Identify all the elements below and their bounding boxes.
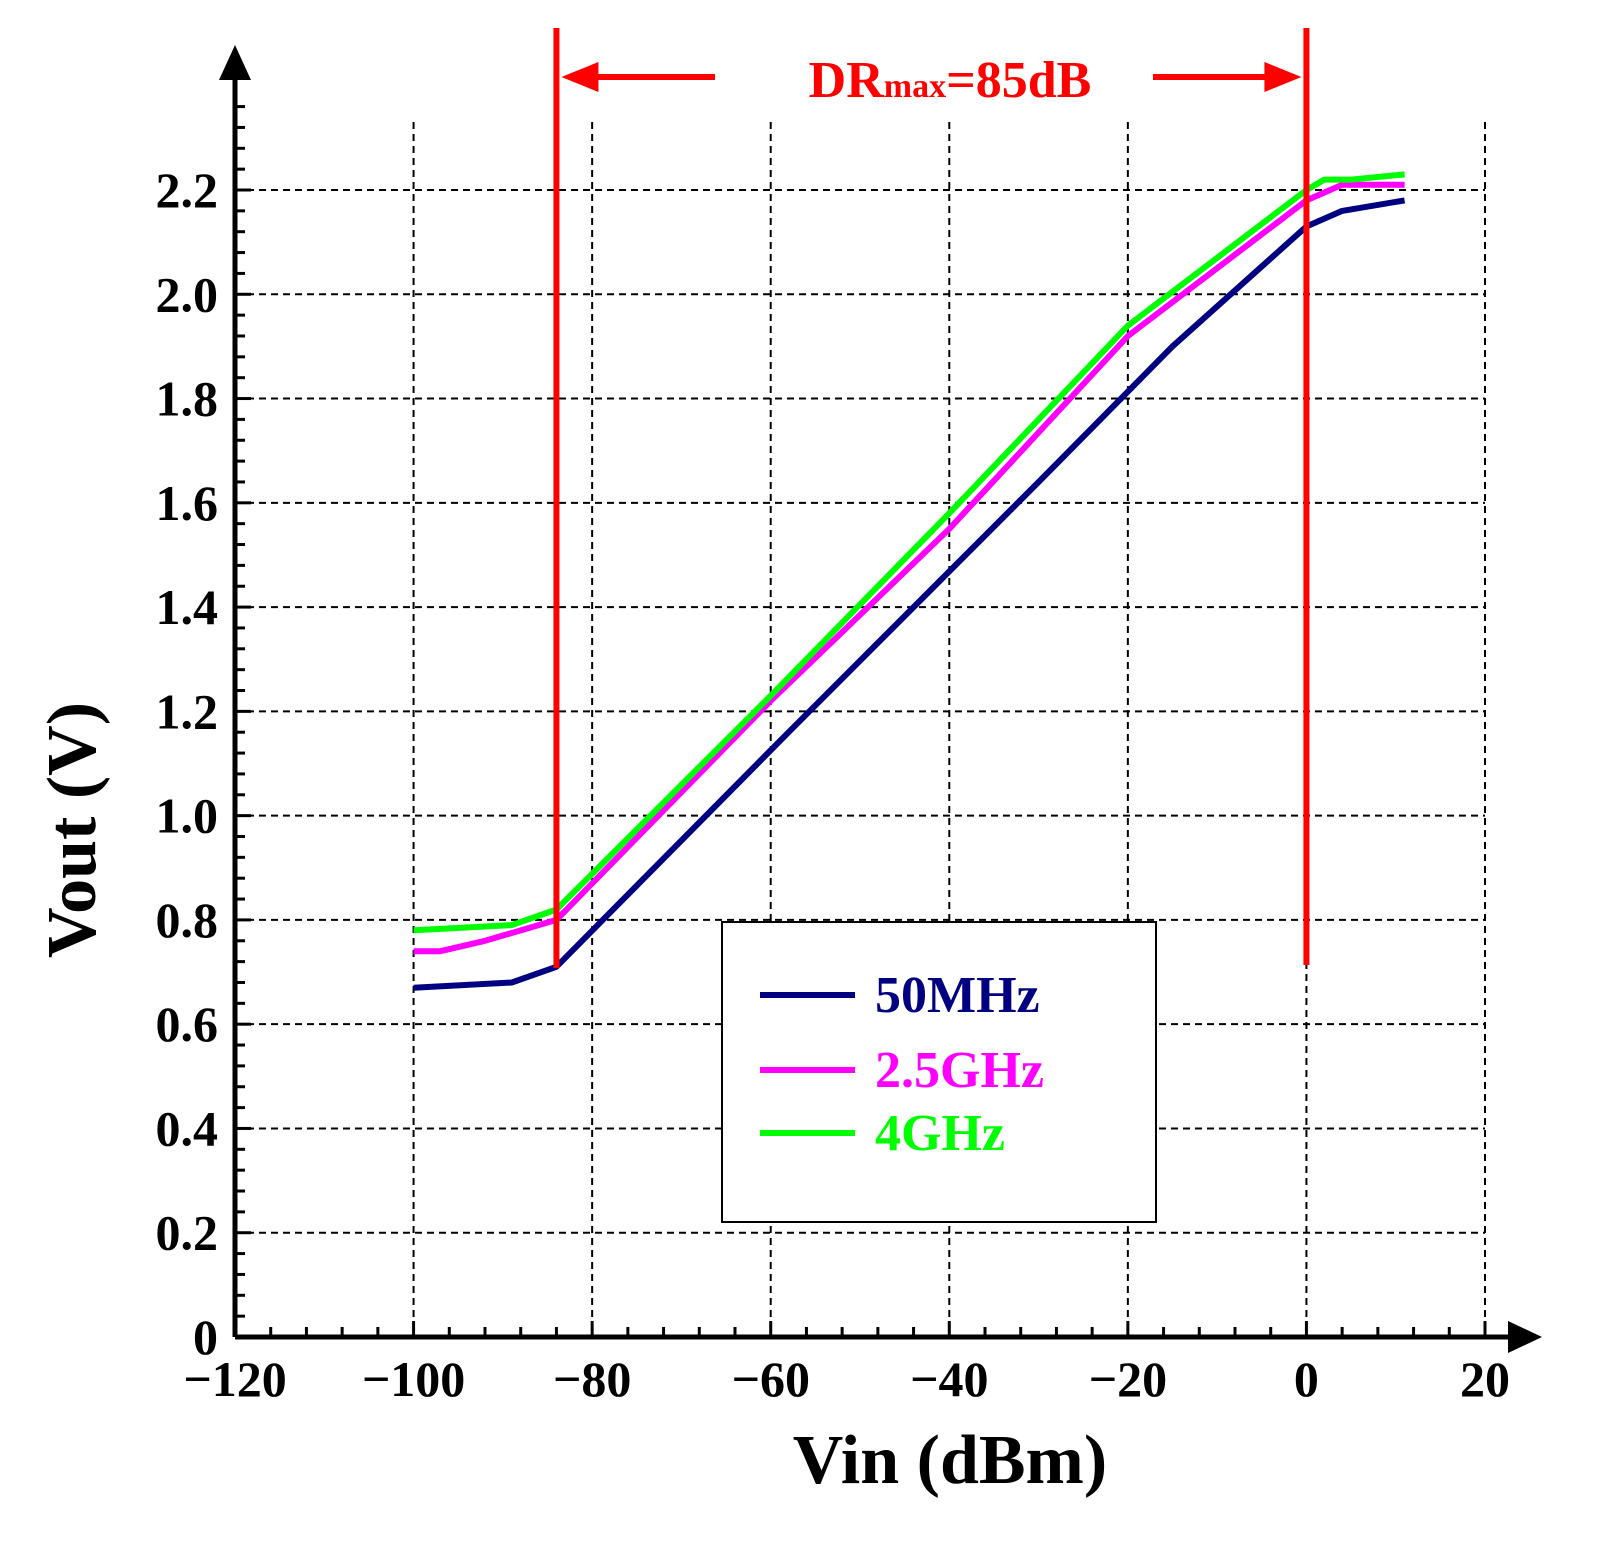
legend: 50MHz 2.5GHz 4GHz xyxy=(721,921,1157,1223)
y-tick-label: 2.2 xyxy=(156,162,219,218)
x-tick-label: −60 xyxy=(731,1351,810,1407)
x-tick-label: 20 xyxy=(1460,1351,1510,1407)
series-line-50mhz xyxy=(413,197,1406,991)
dr-annotation-main: DR xyxy=(809,52,886,109)
dr-annotation: DRmax=85dB xyxy=(809,52,1092,109)
y-axis-arrow xyxy=(219,45,251,80)
y-tick-label: 0.4 xyxy=(156,1100,219,1156)
dr-annotation-subscript: max xyxy=(884,68,946,105)
x-tick-label: −80 xyxy=(553,1351,632,1407)
x-axis-arrow xyxy=(1508,1321,1542,1353)
x-axis-label: Vin (dBm) xyxy=(793,1422,1107,1499)
x-tick-label: −100 xyxy=(362,1351,466,1407)
legend-item-50mhz-label: 50MHz xyxy=(875,967,1040,1024)
y-tick-label: 0.6 xyxy=(156,996,219,1052)
y-tick-label: 0.2 xyxy=(156,1205,219,1261)
range-markers xyxy=(553,28,1310,968)
x-tick-label: −120 xyxy=(183,1351,287,1407)
x-tick-label: −20 xyxy=(1089,1351,1168,1407)
y-tick-label: 1.6 xyxy=(156,475,219,531)
x-tick-label: −40 xyxy=(910,1351,989,1407)
y-axis-label: Vout (V) xyxy=(34,702,111,958)
y-tick-label: 0 xyxy=(193,1309,218,1365)
y-tick-label: 1.8 xyxy=(156,371,219,427)
legend-item-4ghz-label: 4GHz xyxy=(875,1105,1005,1162)
dr-arrow-left-head xyxy=(561,62,599,92)
y-tick-label: 1.0 xyxy=(156,788,219,844)
dr-arrow-right-head xyxy=(1264,62,1302,92)
axes: 0 0.2 0.4 0.6 0.8 1.0 1.2 1.4 1.6 1.8 2.0 2.2 −120 −1… xyxy=(156,45,1542,1407)
y-tick-label: 2.0 xyxy=(156,266,219,322)
y-tick-label: 1.2 xyxy=(156,683,219,739)
series-line-2-5ghz xyxy=(413,181,1405,955)
series-line-4ghz xyxy=(413,171,1405,934)
dr-annotation-value: =85dB xyxy=(946,52,1091,109)
x-tick-label: 0 xyxy=(1294,1351,1319,1407)
series xyxy=(413,171,1406,991)
legend-item-2-5ghz-label: 2.5GHz xyxy=(875,1042,1044,1099)
y-tick-label: 1.4 xyxy=(156,579,219,635)
y-tick-label: 0.8 xyxy=(156,892,219,948)
